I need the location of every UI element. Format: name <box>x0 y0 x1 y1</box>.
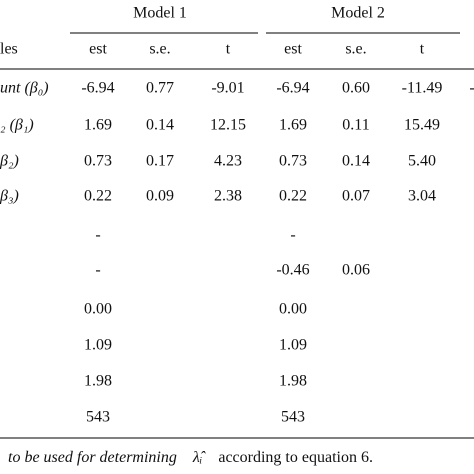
column-header: t <box>226 41 231 58</box>
cell: 0.73 <box>84 153 112 170</box>
cell: 15.49 <box>404 117 440 134</box>
cell: 1.69 <box>279 117 307 134</box>
row-header: les <box>0 41 18 58</box>
cell: 0.07 <box>342 188 370 205</box>
cell: 0.14 <box>342 153 370 170</box>
cell: 0.00 <box>84 301 112 318</box>
cell: 1.98 <box>84 373 112 390</box>
cell: -0.46 <box>276 262 309 279</box>
cell: 1.98 <box>279 373 307 390</box>
cell: -6.94 <box>276 80 309 97</box>
footnote-symbol: λ̂ᵢ <box>192 449 206 466</box>
cell: 0.77 <box>146 80 174 97</box>
cell: 0.17 <box>146 153 174 170</box>
cell: - <box>290 227 295 244</box>
cell: 0.22 <box>84 188 112 205</box>
cell: -9.01 <box>211 80 244 97</box>
model-header: Model 1 <box>133 5 187 22</box>
cell: 1.09 <box>84 337 112 354</box>
cell: 12.15 <box>210 117 246 134</box>
cell: 1.69 <box>84 117 112 134</box>
cell: 5.40 <box>408 153 436 170</box>
cell: 0.06 <box>342 262 370 279</box>
cell: 3.04 <box>408 188 436 205</box>
footnote-rest: according to equation 6. <box>218 449 373 466</box>
row-label: β₂) <box>0 153 19 170</box>
model-header: Model 2 <box>331 5 385 22</box>
cell: -11.49 <box>402 80 443 97</box>
cell: 0.11 <box>342 117 369 134</box>
cell: 2.38 <box>214 188 242 205</box>
column-header: est <box>284 41 302 58</box>
footnote-italic: to be used for determining <box>8 449 177 466</box>
cell: 0.73 <box>279 153 307 170</box>
cell: - <box>469 80 474 97</box>
cell: 0.60 <box>342 80 370 97</box>
cell: 543 <box>86 409 110 426</box>
row-label: unt (β₀) <box>0 80 49 97</box>
column-header: s.e. <box>345 41 366 58</box>
cell: 1.09 <box>279 337 307 354</box>
column-header: t <box>420 41 425 58</box>
cell: - <box>95 262 100 279</box>
cell: -6.94 <box>81 80 114 97</box>
cell: 0.00 <box>279 301 307 318</box>
footnote: to be used for determining λ̂ᵢ according… <box>8 449 373 466</box>
column-header: est <box>89 41 107 58</box>
cell: - <box>95 227 100 244</box>
row-label: ₂ (β₁) <box>0 117 34 134</box>
row-label: β₃) <box>0 188 19 205</box>
cell: 543 <box>281 409 305 426</box>
cell: 0.09 <box>146 188 174 205</box>
cell: 0.22 <box>279 188 307 205</box>
cell: 4.23 <box>214 153 242 170</box>
column-header: s.e. <box>149 41 170 58</box>
cell: 0.14 <box>146 117 174 134</box>
